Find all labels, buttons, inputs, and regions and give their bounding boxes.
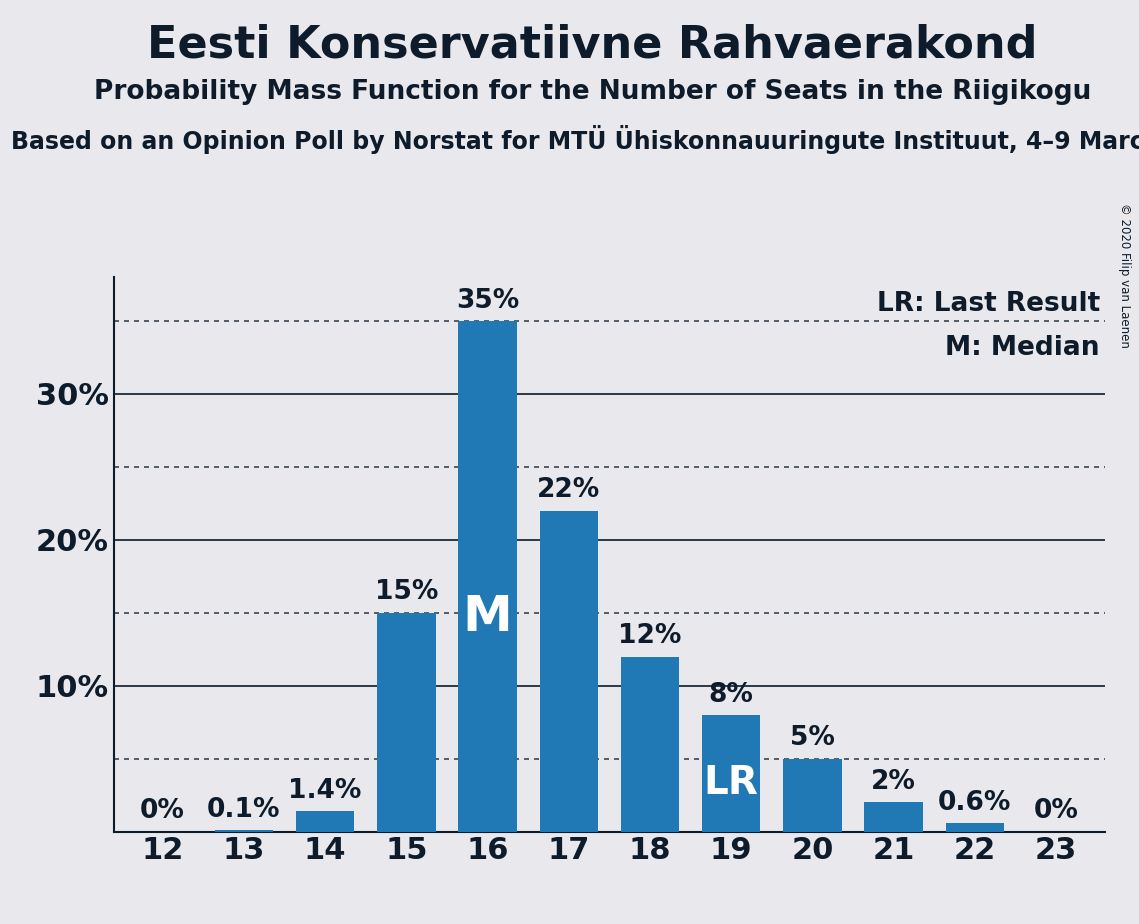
Bar <box>945 823 1005 832</box>
Text: 0.6%: 0.6% <box>939 789 1011 816</box>
Text: 1.4%: 1.4% <box>288 778 362 804</box>
Text: LR: LR <box>704 763 759 802</box>
Bar <box>296 811 354 832</box>
Text: © 2020 Filip van Laenen: © 2020 Filip van Laenen <box>1118 203 1131 348</box>
Text: 2%: 2% <box>871 769 916 796</box>
Text: 15%: 15% <box>375 579 439 605</box>
Text: 35%: 35% <box>456 287 519 313</box>
Text: Based on an Opinion Poll by Norstat for MTÜ Ühiskonnauuringute Instituut, 4–9 Ma: Based on an Opinion Poll by Norstat for … <box>11 125 1139 153</box>
Text: Probability Mass Function for the Number of Seats in the Riigikogu: Probability Mass Function for the Number… <box>93 79 1091 104</box>
Text: 22%: 22% <box>538 478 600 504</box>
Text: 0%: 0% <box>140 798 185 824</box>
Text: M: M <box>462 593 513 641</box>
Bar <box>784 759 842 832</box>
Bar <box>540 511 598 832</box>
Bar <box>865 802 923 832</box>
Text: 0.1%: 0.1% <box>207 796 280 823</box>
Bar <box>702 715 761 832</box>
Text: 8%: 8% <box>708 682 754 708</box>
Text: Eesti Konservatiivne Rahvaerakond: Eesti Konservatiivne Rahvaerakond <box>147 23 1038 67</box>
Text: 5%: 5% <box>790 725 835 751</box>
Text: M: Median: M: Median <box>945 335 1100 361</box>
Bar <box>621 657 679 832</box>
Text: LR: Last Result: LR: Last Result <box>877 291 1100 317</box>
Bar <box>214 830 273 832</box>
Text: 12%: 12% <box>618 623 681 650</box>
Bar <box>458 321 517 832</box>
Bar <box>377 613 435 832</box>
Text: 0%: 0% <box>1034 798 1079 824</box>
